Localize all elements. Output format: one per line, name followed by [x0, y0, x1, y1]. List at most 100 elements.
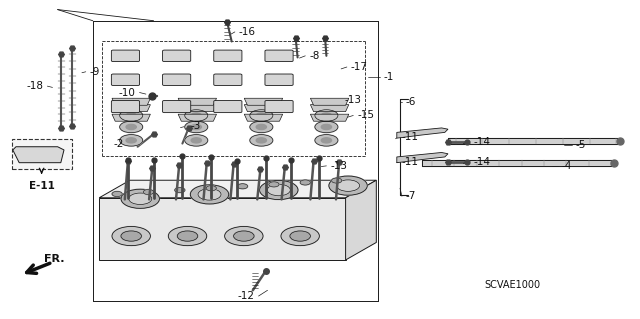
- Polygon shape: [178, 105, 216, 112]
- Circle shape: [225, 226, 263, 246]
- Text: -15: -15: [357, 110, 374, 121]
- Circle shape: [256, 124, 266, 130]
- Polygon shape: [310, 114, 349, 121]
- Polygon shape: [244, 98, 283, 105]
- Polygon shape: [99, 198, 346, 260]
- FancyBboxPatch shape: [214, 50, 242, 62]
- Circle shape: [256, 138, 266, 143]
- FancyBboxPatch shape: [214, 74, 242, 85]
- Text: E-11: E-11: [29, 181, 54, 191]
- Text: -14: -14: [474, 157, 491, 167]
- FancyBboxPatch shape: [265, 74, 293, 85]
- Circle shape: [329, 176, 367, 195]
- Circle shape: [290, 231, 310, 241]
- Polygon shape: [310, 105, 349, 112]
- Text: -18: -18: [26, 81, 44, 91]
- Circle shape: [321, 124, 332, 130]
- Circle shape: [250, 110, 273, 121]
- Circle shape: [250, 121, 273, 133]
- Circle shape: [120, 135, 143, 146]
- FancyBboxPatch shape: [111, 50, 140, 62]
- Circle shape: [143, 189, 154, 195]
- Text: SCVAE1000: SCVAE1000: [484, 280, 540, 290]
- Text: -3: -3: [191, 121, 201, 131]
- Text: -17: -17: [351, 62, 368, 72]
- Circle shape: [237, 184, 248, 189]
- Polygon shape: [99, 180, 376, 198]
- Polygon shape: [346, 180, 376, 260]
- FancyBboxPatch shape: [163, 50, 191, 62]
- Text: -13: -13: [344, 95, 362, 106]
- Text: -6: -6: [406, 97, 416, 107]
- Circle shape: [129, 193, 152, 204]
- Circle shape: [321, 138, 332, 143]
- Circle shape: [332, 178, 342, 183]
- Polygon shape: [310, 98, 349, 105]
- Circle shape: [321, 113, 332, 118]
- Circle shape: [121, 189, 159, 208]
- FancyBboxPatch shape: [163, 74, 191, 85]
- Circle shape: [175, 188, 185, 193]
- Circle shape: [250, 135, 273, 146]
- Polygon shape: [178, 114, 216, 121]
- Polygon shape: [397, 128, 448, 138]
- Circle shape: [315, 110, 338, 121]
- Text: -11: -11: [402, 157, 419, 167]
- Text: -5: -5: [576, 140, 586, 150]
- Circle shape: [268, 184, 291, 196]
- FancyBboxPatch shape: [265, 50, 293, 62]
- Circle shape: [269, 182, 279, 187]
- Text: -7: -7: [406, 191, 416, 201]
- Circle shape: [126, 113, 136, 118]
- Text: -8: -8: [309, 51, 319, 61]
- Bar: [12, 139, 72, 169]
- Circle shape: [120, 110, 143, 121]
- Polygon shape: [112, 114, 150, 121]
- Circle shape: [120, 121, 143, 133]
- Circle shape: [191, 138, 202, 143]
- Circle shape: [185, 110, 208, 121]
- Text: -13: -13: [330, 161, 348, 171]
- Text: -16: -16: [239, 27, 256, 37]
- FancyBboxPatch shape: [111, 100, 140, 113]
- Circle shape: [126, 138, 136, 143]
- Circle shape: [315, 135, 338, 146]
- Text: -4: -4: [562, 161, 572, 171]
- Polygon shape: [244, 114, 283, 121]
- Circle shape: [191, 124, 202, 130]
- Polygon shape: [178, 98, 216, 105]
- Circle shape: [185, 135, 208, 146]
- Text: -10: -10: [119, 87, 136, 98]
- Circle shape: [198, 189, 221, 200]
- Circle shape: [337, 180, 360, 191]
- FancyBboxPatch shape: [265, 100, 293, 113]
- Circle shape: [260, 181, 298, 200]
- Circle shape: [185, 121, 208, 133]
- Circle shape: [168, 226, 207, 246]
- Circle shape: [112, 226, 150, 246]
- Circle shape: [281, 226, 319, 246]
- Circle shape: [315, 121, 338, 133]
- Circle shape: [256, 113, 266, 118]
- Polygon shape: [112, 98, 150, 105]
- Circle shape: [126, 124, 136, 130]
- Circle shape: [121, 231, 141, 241]
- Polygon shape: [112, 105, 150, 112]
- Circle shape: [190, 185, 228, 204]
- Polygon shape: [13, 147, 64, 163]
- Text: -14: -14: [474, 137, 491, 147]
- Text: -1: -1: [384, 71, 394, 82]
- Circle shape: [300, 180, 310, 185]
- FancyBboxPatch shape: [163, 100, 191, 113]
- Circle shape: [177, 231, 198, 241]
- Polygon shape: [397, 152, 448, 163]
- FancyBboxPatch shape: [111, 74, 140, 85]
- Text: -12: -12: [237, 291, 255, 301]
- Text: -9: -9: [90, 67, 100, 77]
- FancyBboxPatch shape: [214, 100, 242, 113]
- Text: -2: -2: [113, 138, 124, 149]
- Circle shape: [234, 231, 254, 241]
- Polygon shape: [244, 105, 283, 112]
- Circle shape: [206, 186, 216, 191]
- Circle shape: [112, 191, 122, 197]
